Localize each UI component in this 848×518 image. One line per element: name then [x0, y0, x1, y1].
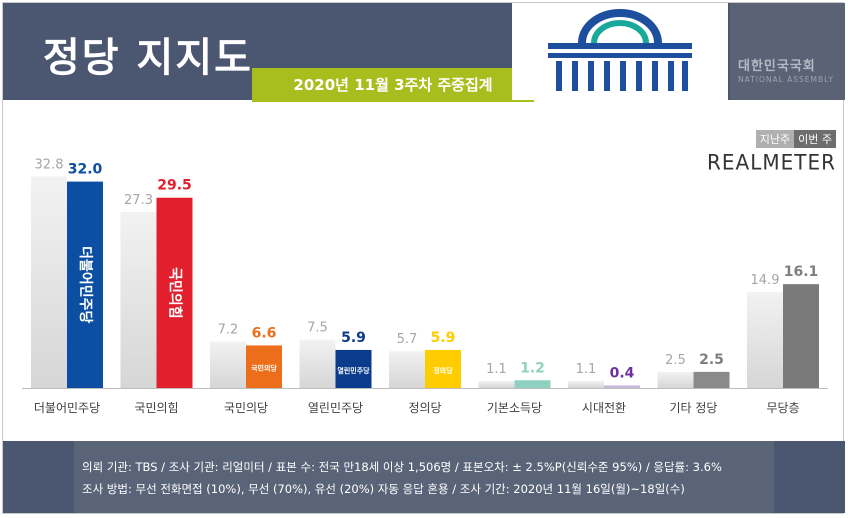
- national-assembly-logo: [512, 3, 728, 100]
- bar-this-week: [246, 345, 282, 388]
- category-label: 정의당: [408, 401, 441, 415]
- data-label-this-week: 0.4: [610, 365, 635, 381]
- data-label-prev-week: 1.1: [576, 362, 597, 377]
- data-label-this-week: 6.6: [252, 325, 277, 341]
- category-label: 기본소득당: [487, 401, 542, 415]
- data-label-prev-week: 27.3: [124, 193, 153, 208]
- category-label: 더불어민주당: [34, 401, 100, 415]
- party-mark: 국민의당: [251, 364, 277, 373]
- page-title: 정당 지지도: [43, 35, 253, 81]
- assembly-name-ko: 대한민국국회: [738, 59, 816, 74]
- data-label-this-week: 29.5: [157, 178, 192, 194]
- bar-prev-week: [389, 351, 425, 388]
- data-label-this-week: 5.9: [341, 330, 366, 346]
- data-label-prev-week: 5.7: [397, 332, 418, 347]
- party-mark: 열린민주당: [337, 366, 370, 375]
- party-mark: 국민의힘: [167, 267, 184, 319]
- bar-this-week: [514, 380, 551, 388]
- bar-this-week: [693, 371, 730, 388]
- assembly-name-en: NATIONAL ASSEMBLY: [738, 75, 834, 84]
- brand-logo-text: REALMETER: [707, 149, 836, 175]
- legend-prev-week: 지난주: [755, 130, 795, 148]
- bar-this-week: [67, 181, 103, 388]
- bar-prev-week: [210, 341, 246, 388]
- category-label: 무당층: [766, 401, 799, 415]
- bar-this-week: [425, 349, 461, 388]
- party-mark: 정의당: [433, 366, 453, 375]
- bar-this-week: [604, 385, 640, 388]
- data-label-this-week: 32.0: [68, 162, 103, 178]
- data-label-prev-week: 7.2: [218, 323, 239, 338]
- footer-notes: 의뢰 기관: TBS / 조사 기관: 리얼미터 / 표본 수: 전국 만18세…: [74, 441, 774, 513]
- data-label-prev-week: 32.8: [35, 157, 64, 172]
- bar-prev-week: [747, 291, 783, 388]
- survey-period-badge: 2020년 11월 3주차 주중집계: [252, 68, 534, 102]
- category-label: 기타 정당: [670, 401, 718, 415]
- assembly-building-icon: [548, 9, 692, 91]
- bar-prev-week: [657, 371, 694, 388]
- footer-line-2: 조사 방법: 무선 전화면접 (10%), 무선 (70%), 유선 (20%)…: [82, 482, 685, 496]
- data-label-this-week: 1.2: [520, 360, 545, 376]
- category-label: 국민의당: [224, 401, 268, 415]
- data-label-prev-week: 1.1: [486, 362, 507, 377]
- data-label-this-week: 2.5: [699, 352, 724, 368]
- category-label: 열린민주당: [308, 401, 363, 415]
- assembly-panel: 대한민국국회 NATIONAL ASSEMBLY: [730, 3, 845, 100]
- category-label: 시대전환: [582, 401, 626, 415]
- footer-line-1: 의뢰 기관: TBS / 조사 기관: 리얼미터 / 표본 수: 전국 만18세…: [82, 460, 722, 474]
- legend-this-week: 이번 주: [794, 130, 836, 148]
- bar-this-week: [156, 197, 193, 388]
- legend: 지난주 이번 주: [755, 130, 836, 148]
- data-label-this-week: 5.9: [431, 330, 456, 346]
- category-label: 국민의힘: [134, 401, 178, 415]
- party-mark: 더불어민주당: [77, 246, 94, 323]
- bar-prev-week: [120, 211, 157, 388]
- data-label-this-week: 16.1: [784, 264, 819, 280]
- bar-this-week: [335, 349, 372, 388]
- bar-prev-week: [568, 380, 604, 388]
- data-label-prev-week: 7.5: [307, 321, 328, 336]
- bar-this-week: [783, 284, 819, 388]
- bar-prev-week: [299, 339, 336, 388]
- data-label-prev-week: 2.5: [665, 353, 686, 368]
- bar-prev-week: [478, 380, 515, 388]
- data-label-prev-week: 14.9: [751, 273, 780, 288]
- bar-prev-week: [31, 176, 67, 388]
